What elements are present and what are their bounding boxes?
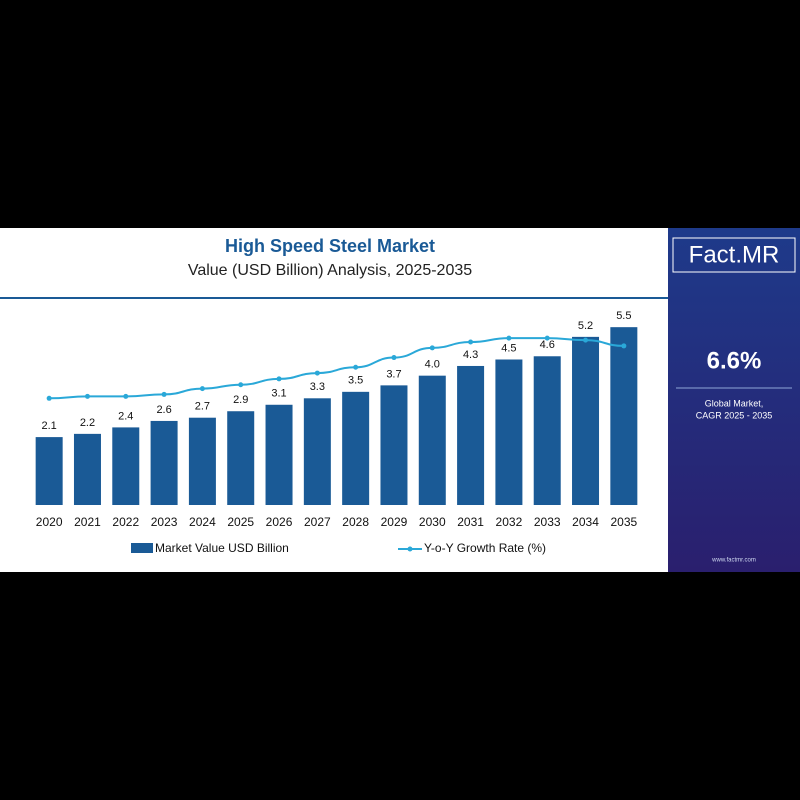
bar bbox=[610, 327, 638, 505]
x-tick-label: 2035 bbox=[610, 515, 637, 529]
legend-swatch bbox=[131, 543, 153, 553]
cagr: 6.6% bbox=[707, 347, 762, 374]
growth-marker bbox=[506, 335, 512, 341]
data-label: 3.7 bbox=[386, 368, 401, 380]
bar bbox=[35, 437, 63, 505]
growth-marker bbox=[544, 335, 550, 341]
growth-marker bbox=[84, 393, 90, 399]
growth-marker bbox=[353, 364, 359, 370]
chart-title: High Speed Steel Market bbox=[225, 236, 435, 256]
x-tick-label: 2021 bbox=[74, 515, 101, 529]
data-label: 2.6 bbox=[156, 404, 171, 416]
bar bbox=[227, 411, 255, 505]
data-label: 5.5 bbox=[616, 310, 631, 322]
data-label: 4.5 bbox=[501, 342, 516, 354]
caption: Global Market, bbox=[705, 398, 764, 408]
growth-marker bbox=[391, 355, 397, 361]
legend-swatch bbox=[407, 546, 413, 552]
growth-marker bbox=[123, 393, 129, 399]
data-label: 4.0 bbox=[425, 359, 440, 371]
x-tick-label: 2024 bbox=[189, 515, 216, 529]
bar bbox=[150, 420, 178, 505]
bar bbox=[380, 385, 408, 505]
x-tick-label: 2034 bbox=[572, 515, 599, 529]
data-label: 4.6 bbox=[540, 339, 555, 351]
x-tick-label: 2029 bbox=[381, 515, 408, 529]
legend-label: Market Value USD Billion bbox=[155, 541, 289, 555]
growth-marker bbox=[161, 391, 167, 397]
x-tick-label: 2032 bbox=[496, 515, 523, 529]
url: www.factmr.com bbox=[711, 558, 756, 564]
bar bbox=[265, 404, 293, 505]
data-label: 3.3 bbox=[310, 381, 325, 393]
growth-marker bbox=[238, 382, 244, 388]
growth-line bbox=[49, 337, 624, 400]
data-label: 2.1 bbox=[42, 420, 57, 432]
caption: CAGR 2025 - 2035 bbox=[696, 410, 773, 420]
data-label: 2.2 bbox=[80, 417, 95, 429]
x-tick-label: 2027 bbox=[304, 515, 331, 529]
growth-marker bbox=[583, 337, 589, 343]
bar bbox=[572, 336, 600, 505]
data-label: 2.7 bbox=[195, 401, 210, 413]
data-label: 3.1 bbox=[271, 388, 286, 400]
bar bbox=[533, 356, 561, 505]
data-label: 2.9 bbox=[233, 394, 248, 406]
sidebar bbox=[668, 228, 800, 572]
x-tick-label: 2033 bbox=[534, 515, 561, 529]
data-label: 4.3 bbox=[463, 349, 478, 361]
x-tick-label: 2030 bbox=[419, 515, 446, 529]
bar bbox=[418, 375, 446, 505]
x-tick-label: 2025 bbox=[227, 515, 254, 529]
bar bbox=[342, 391, 370, 505]
x-tick-label: 2026 bbox=[266, 515, 293, 529]
growth-marker bbox=[46, 395, 52, 401]
data-label: 2.4 bbox=[118, 410, 133, 422]
chart-subtitle: Value (USD Billion) Analysis, 2025-2035 bbox=[188, 262, 472, 279]
bar bbox=[112, 427, 140, 505]
data-label: 3.5 bbox=[348, 375, 363, 387]
legend-label: Y-o-Y Growth Rate (%) bbox=[424, 541, 546, 555]
growth-marker bbox=[276, 376, 282, 382]
bar bbox=[495, 359, 523, 505]
growth-marker bbox=[429, 345, 435, 351]
logo: Fact.MR bbox=[689, 241, 780, 268]
x-tick-label: 2020 bbox=[36, 515, 63, 529]
x-tick-label: 2022 bbox=[112, 515, 139, 529]
growth-marker bbox=[314, 370, 320, 376]
growth-marker bbox=[199, 386, 205, 392]
bar bbox=[188, 417, 216, 505]
data-label: 5.2 bbox=[578, 320, 593, 332]
bar bbox=[457, 365, 485, 505]
bar bbox=[73, 433, 101, 505]
x-tick-label: 2031 bbox=[457, 515, 484, 529]
growth-marker bbox=[621, 343, 627, 349]
bar bbox=[303, 398, 331, 505]
x-tick-label: 2023 bbox=[151, 515, 178, 529]
x-tick-label: 2028 bbox=[342, 515, 369, 529]
logo-box bbox=[672, 237, 796, 273]
growth-marker bbox=[468, 339, 474, 345]
